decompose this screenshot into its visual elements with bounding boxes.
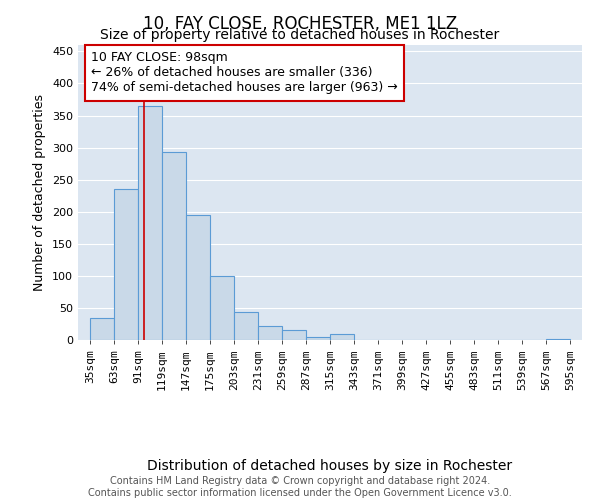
Bar <box>258 326 282 340</box>
Text: Size of property relative to detached houses in Rochester: Size of property relative to detached ho… <box>100 28 500 42</box>
Bar <box>210 276 234 340</box>
Bar <box>186 215 210 340</box>
X-axis label: Distribution of detached houses by size in Rochester: Distribution of detached houses by size … <box>148 459 512 473</box>
Bar <box>282 330 306 340</box>
Text: 10, FAY CLOSE, ROCHESTER, ME1 1LZ: 10, FAY CLOSE, ROCHESTER, ME1 1LZ <box>143 15 457 33</box>
Text: 10 FAY CLOSE: 98sqm
← 26% of detached houses are smaller (336)
74% of semi-detac: 10 FAY CLOSE: 98sqm ← 26% of detached ho… <box>91 52 398 94</box>
Bar <box>306 337 330 340</box>
Bar <box>138 106 162 340</box>
Text: Contains HM Land Registry data © Crown copyright and database right 2024.
Contai: Contains HM Land Registry data © Crown c… <box>88 476 512 498</box>
Y-axis label: Number of detached properties: Number of detached properties <box>34 94 46 291</box>
Bar <box>234 312 258 340</box>
Bar <box>546 338 570 340</box>
Bar <box>90 318 114 340</box>
Bar <box>162 152 186 340</box>
Bar <box>330 334 354 340</box>
Bar <box>114 190 138 340</box>
